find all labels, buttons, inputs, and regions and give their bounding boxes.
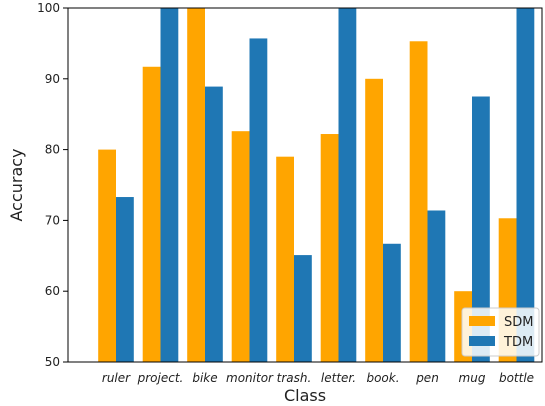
x-tick-label: trash.: [277, 371, 312, 385]
x-tick-label: bottle: [499, 371, 534, 385]
bar-tdm-letter: [338, 8, 357, 362]
plot-frame: [67, 7, 543, 363]
x-tick-label: bike: [192, 371, 217, 385]
bar-tdm-monitor: [249, 38, 268, 362]
bar-sdm-letter: [320, 134, 339, 362]
y-axis-label: Accuracy: [7, 148, 26, 221]
bar-sdm-book: [365, 78, 383, 363]
x-axis-label: Class: [284, 386, 326, 405]
y-tick-label: 70: [45, 213, 60, 227]
bar-sdm-pen: [409, 41, 428, 362]
x-tick-label: monitor: [226, 371, 274, 385]
y-tick-label: 60: [45, 284, 60, 298]
x-tick-label: book.: [366, 371, 399, 385]
bar-tdm-pen: [427, 210, 446, 362]
bar-sdm-ruler: [98, 149, 116, 362]
bar-tdm-project: [160, 8, 179, 362]
bar-tdm-mug: [472, 96, 490, 362]
bar-tdm-bike: [205, 86, 223, 362]
x-tick-label: project.: [137, 371, 184, 385]
y-tick-label: 90: [45, 72, 60, 86]
x-tick-label: ruler: [102, 371, 131, 385]
bar-sdm-project: [142, 66, 161, 362]
legend-swatch-tdm: [469, 336, 495, 346]
y-axis-ticks: 50 60 70 80 90 100: [37, 1, 68, 369]
bar-sdm-bike: [187, 8, 205, 362]
bar-sdm-monitor: [231, 131, 250, 362]
x-axis-ticks: ruler project. bike monitor trash. letter. boo…: [102, 371, 534, 385]
legend-label-tdm: TDM: [503, 335, 533, 350]
x-tick-label: mug: [459, 371, 486, 385]
x-tick-label: letter.: [321, 371, 356, 385]
bar-tdm-ruler: [116, 197, 134, 362]
bar-sdm-trash: [276, 156, 294, 362]
bars-group: [98, 8, 535, 363]
y-tick-label: 100: [37, 1, 60, 15]
x-tick-label: pen: [415, 371, 439, 385]
bar-tdm-bottle: [516, 8, 535, 362]
bar-tdm-trash: [294, 255, 312, 362]
legend-label-sdm: SDM: [504, 315, 533, 330]
bar-tdm-book: [383, 243, 401, 362]
legend-swatch-sdm: [469, 316, 495, 326]
y-tick-label: 50: [45, 355, 60, 369]
legend: SDM TDM: [461, 307, 540, 357]
y-tick-label: 80: [45, 143, 60, 157]
